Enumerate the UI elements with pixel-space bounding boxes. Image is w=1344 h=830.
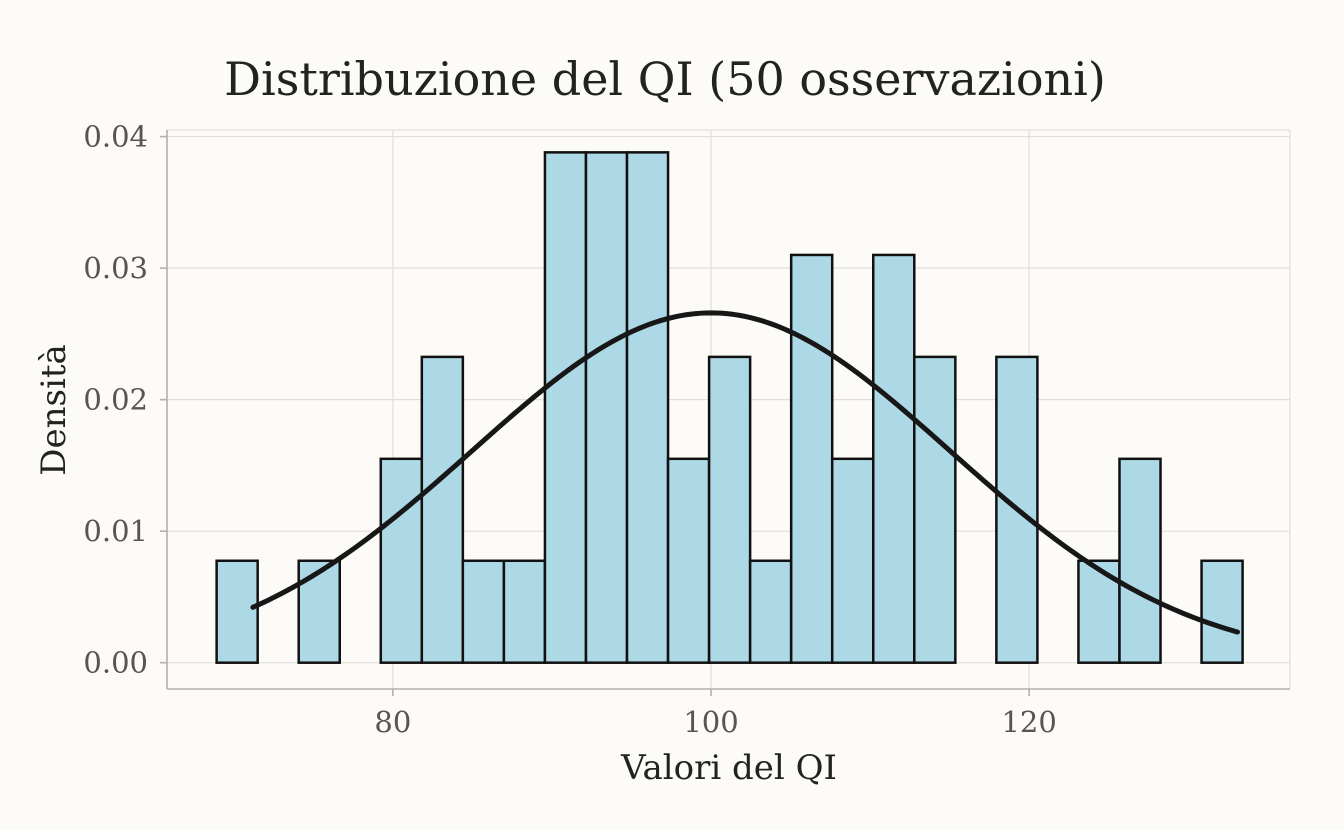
histogram-bar: [297, 559, 341, 664]
histogram-bar: [830, 457, 875, 664]
x-tick-label: 100: [683, 705, 738, 739]
histogram-bar: [1118, 457, 1162, 664]
y-tick-label: 0.00: [83, 646, 148, 680]
histogram-bar: [748, 559, 793, 664]
axes: [166, 130, 1290, 690]
histogram-bar: [666, 457, 711, 664]
histogram-bar: [461, 559, 506, 664]
y-axis-ticks: 0.00 0.01 0.02 0.03 0.04: [83, 120, 167, 680]
x-tick-label: 80: [374, 705, 411, 739]
histogram-bar: [707, 355, 752, 664]
histogram-bar: [584, 151, 629, 664]
histogram-bars: [215, 151, 1244, 664]
y-tick-label: 0.01: [83, 514, 148, 548]
histogram-bar: [502, 559, 547, 664]
y-tick-label: 0.03: [83, 251, 148, 285]
chart-title: Distribuzione del QI (50 osservazioni): [224, 52, 1106, 106]
histogram-bar: [789, 253, 834, 664]
histogram-bar: [215, 559, 259, 664]
histogram-bar: [543, 151, 588, 664]
x-axis-ticks: 80 100 120: [374, 689, 1057, 739]
histogram-bar: [913, 355, 957, 664]
histogram-bar: [871, 253, 916, 664]
histogram-bar: [1200, 559, 1244, 664]
x-axis-title: Valori del QI: [620, 748, 837, 788]
y-tick-label: 0.02: [83, 383, 148, 417]
density-curve: [250, 310, 1241, 635]
histogram-bar: [625, 151, 670, 664]
x-tick-label: 120: [1001, 705, 1056, 739]
y-axis-title: Densità: [34, 344, 74, 476]
y-tick-label: 0.04: [83, 120, 148, 154]
histogram-bar: [420, 355, 465, 664]
histogram-bar: [379, 457, 424, 664]
